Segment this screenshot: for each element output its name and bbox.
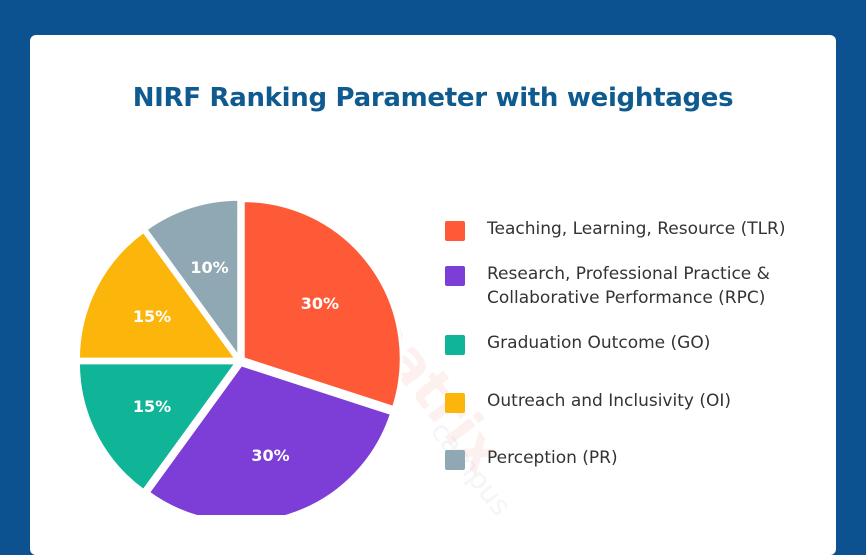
chart-title: NIRF Ranking Parameter with weightages xyxy=(132,83,734,113)
pie-slice-pr xyxy=(143,197,241,362)
pie-slice-tlr xyxy=(241,199,403,410)
pie-label-oi: 15% xyxy=(133,307,171,326)
chart-legend: Teaching, Learning, Resource (TLR) Resea… xyxy=(445,217,825,470)
pie-label-go: 15% xyxy=(133,397,171,416)
pie-label-pr: 10% xyxy=(190,258,228,277)
legend-item-rpc: Research, Professional Practice & Collab… xyxy=(445,262,825,310)
legend-label-oi: Outreach and Inclusivity (OI) xyxy=(487,391,732,411)
legend-item-oi: Outreach and Inclusivity (OI) xyxy=(445,389,825,413)
legend-swatch-oi xyxy=(445,393,465,413)
pie-slice-go xyxy=(76,361,240,493)
pie-chart: 30% 30% 15% 15% 10% xyxy=(76,197,403,515)
legend-label-go: Graduation Outcome (GO) xyxy=(487,333,711,353)
pie-slice-oi xyxy=(76,229,240,361)
legend-swatch-pr xyxy=(445,450,465,470)
legend-swatch-tlr xyxy=(445,221,465,241)
chart-card: NIRF Ranking Parameter with weightages C… xyxy=(30,35,836,555)
legend-item-go: Graduation Outcome (GO) xyxy=(445,331,825,355)
legend-item-tlr: Teaching, Learning, Resource (TLR) xyxy=(445,217,825,241)
legend-swatch-rpc xyxy=(445,266,465,286)
legend-label-tlr: Teaching, Learning, Resource (TLR) xyxy=(487,219,786,239)
pie-label-tlr: 30% xyxy=(301,294,339,313)
legend-label-rpc: Research, Professional Practice & Collab… xyxy=(487,264,770,308)
pie-slice-rpc xyxy=(146,363,394,515)
legend-swatch-go xyxy=(445,335,465,355)
legend-item-pr: Perception (PR) xyxy=(445,446,825,470)
pie-label-rpc: 30% xyxy=(251,446,289,465)
legend-label-pr: Perception (PR) xyxy=(487,448,618,468)
